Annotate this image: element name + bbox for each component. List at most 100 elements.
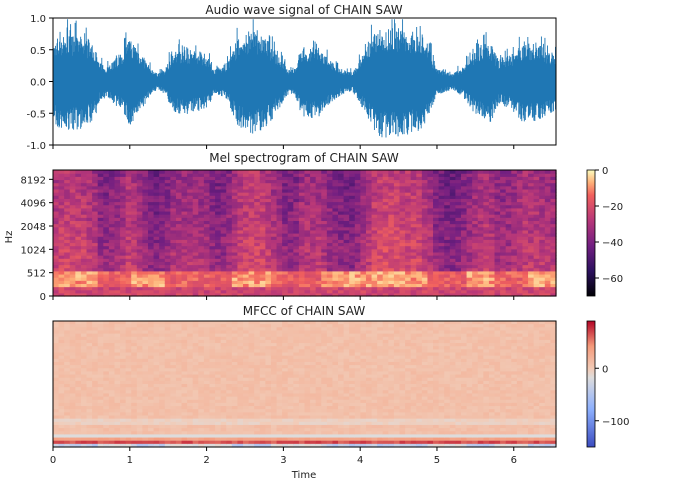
mel-cell xyxy=(237,170,243,174)
mel-cell xyxy=(154,170,160,174)
mel-ylabel: Hz xyxy=(4,231,15,244)
waveform-y-tick-label: -1.0 xyxy=(26,141,46,152)
mel-cell xyxy=(360,170,366,174)
mel-colorbar-tick-label: −60 xyxy=(602,274,623,285)
mel-cell xyxy=(534,170,540,174)
mel-cell xyxy=(388,170,394,174)
mel-heatmap xyxy=(53,170,557,297)
waveform-y-tick-label: -0.5 xyxy=(26,109,46,120)
mel-cell xyxy=(500,170,506,174)
mel-cell xyxy=(243,170,249,174)
mel-cell xyxy=(193,170,199,174)
mel-y-tick-label: 4096 xyxy=(21,199,46,210)
mel-cell xyxy=(198,170,204,174)
mel-cell xyxy=(209,170,215,174)
mel-cell xyxy=(467,170,473,174)
mel-cell xyxy=(81,170,87,174)
mel-cell xyxy=(64,170,70,174)
mel-cell xyxy=(305,170,311,174)
mel-cell xyxy=(528,170,534,174)
mel-cell xyxy=(344,170,350,174)
mel-cell xyxy=(444,170,450,174)
mel-cell xyxy=(455,170,461,174)
waveform-y-axis: -1.0 -0.5 0.0 0.5 1.0 xyxy=(26,14,53,152)
mel-y-tick-label: 2048 xyxy=(21,222,46,233)
mel-cell xyxy=(522,170,528,174)
mel-cell xyxy=(92,170,98,174)
mel-cell xyxy=(187,170,193,174)
mel-cell xyxy=(338,170,344,174)
waveform-title: Audio wave signal of CHAIN SAW xyxy=(205,3,402,17)
mel-cell xyxy=(450,170,456,174)
mel-cell xyxy=(70,170,76,174)
mel-cell xyxy=(109,170,115,174)
mel-y-tick-label: 1024 xyxy=(21,245,46,256)
mel-cell xyxy=(148,170,154,174)
mel-colorbar-tick-label: −40 xyxy=(602,238,623,249)
mel-colorbar xyxy=(587,170,595,296)
mel-cell xyxy=(545,170,551,174)
waveform-y-tick-label: 0.0 xyxy=(30,78,46,89)
mel-cell xyxy=(377,170,383,174)
mel-cell xyxy=(405,170,411,174)
mel-cell xyxy=(332,170,338,174)
mel-cell xyxy=(204,170,210,174)
mel-cell xyxy=(316,170,322,174)
mel-cell xyxy=(59,170,65,174)
mfcc-title: MFCC of CHAIN SAW xyxy=(243,304,366,318)
mel-cell xyxy=(254,170,260,174)
mel-y-tick-label: 8192 xyxy=(21,175,46,186)
mel-cell xyxy=(114,170,120,174)
mel-cell xyxy=(265,170,271,174)
waveform-y-tick-label: 0.5 xyxy=(30,46,46,57)
mel-cell xyxy=(506,170,512,174)
mel-cell xyxy=(321,170,327,174)
mel-panel: Mel spectrogram of CHAIN SAW Hz 0 512 1024… xyxy=(4,151,623,303)
mel-cell xyxy=(87,170,93,174)
mel-cell xyxy=(159,170,165,174)
mfcc-heatmap xyxy=(53,321,557,448)
mel-y-tick-label: 0 xyxy=(40,292,46,303)
waveform-x-axis xyxy=(53,145,514,149)
mel-y-tick-label: 512 xyxy=(27,269,46,280)
mel-colorbar-tick-label: −20 xyxy=(602,202,623,213)
mel-cell xyxy=(226,170,232,174)
mel-cell xyxy=(416,170,422,174)
mel-cell xyxy=(277,170,283,174)
mel-title: Mel spectrogram of CHAIN SAW xyxy=(209,151,399,165)
mel-cell xyxy=(142,170,148,174)
mel-cell xyxy=(355,170,361,174)
mel-cell xyxy=(511,170,517,174)
mel-cell xyxy=(517,170,523,174)
mel-cell xyxy=(53,170,59,174)
waveform-series xyxy=(53,19,556,137)
mel-cell xyxy=(288,170,294,174)
mel-cell xyxy=(372,170,378,174)
mel-cell xyxy=(299,170,305,174)
mel-y-axis: 0 512 1024 2048 4096 8192 xyxy=(21,175,53,303)
mel-cell xyxy=(383,170,389,174)
mel-cell xyxy=(282,170,288,174)
mel-cell xyxy=(75,170,81,174)
mel-cell xyxy=(478,170,484,174)
mel-cell xyxy=(327,170,333,174)
mel-cell xyxy=(394,170,400,174)
mel-cell xyxy=(131,170,137,174)
mel-cell xyxy=(411,170,417,174)
mel-cell xyxy=(170,170,176,174)
mel-cell xyxy=(176,170,182,174)
mel-cell xyxy=(103,170,109,174)
waveform-y-tick-label: 1.0 xyxy=(30,14,46,25)
mel-cell xyxy=(271,170,277,174)
mel-cell xyxy=(366,170,372,174)
mel-colorbar-tick-label: 0 xyxy=(602,166,608,177)
mel-cell xyxy=(489,170,495,174)
mel-cell xyxy=(215,170,221,174)
mel-cell xyxy=(232,170,238,174)
mel-cell xyxy=(439,170,445,174)
mel-cell xyxy=(120,170,126,174)
mel-cell xyxy=(98,170,104,174)
